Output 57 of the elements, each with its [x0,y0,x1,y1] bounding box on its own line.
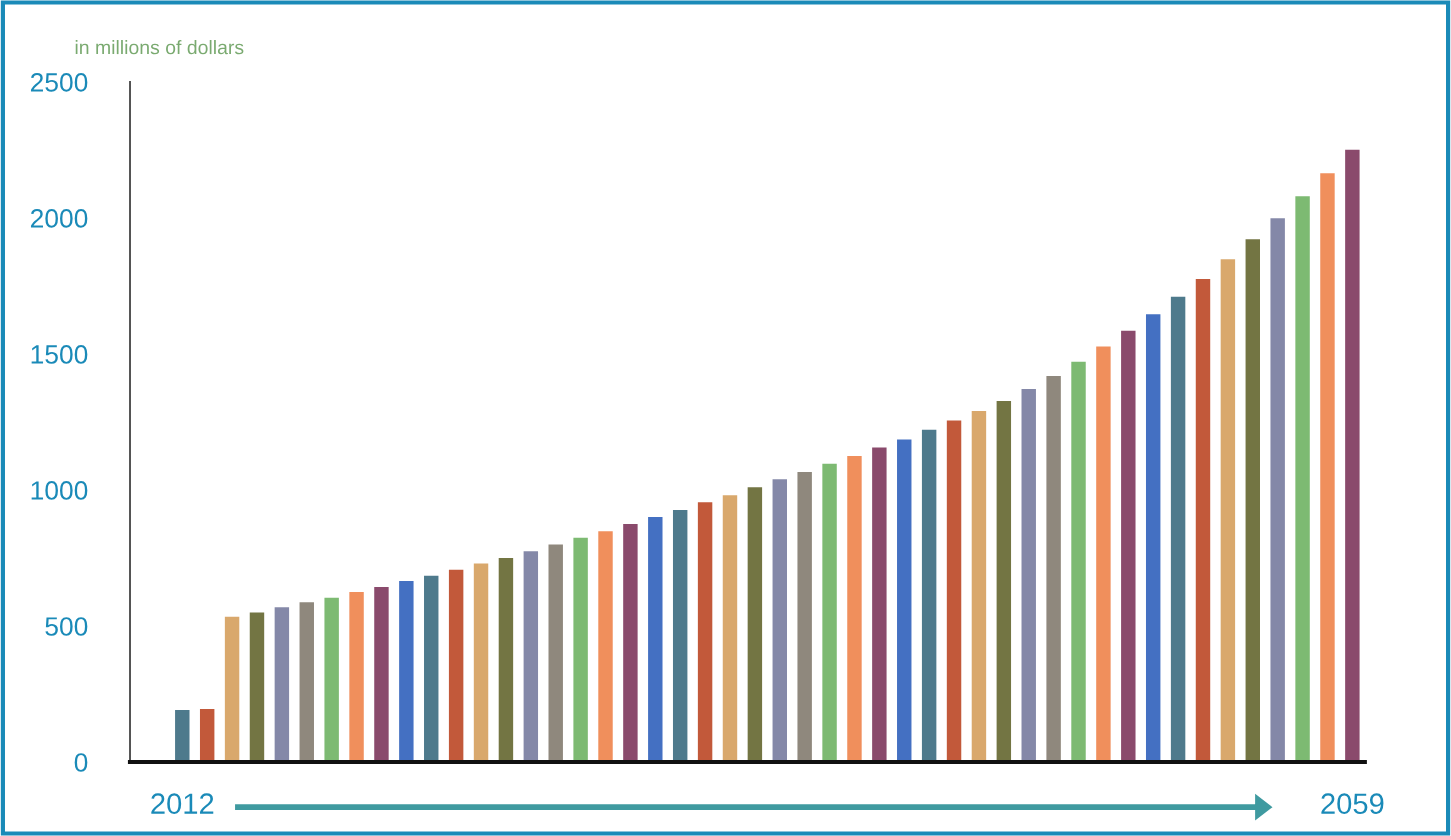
y-tick-label: 2500 [30,73,88,92]
bar [1021,389,1036,763]
bar [847,455,862,763]
bar [299,602,314,763]
bar [1220,259,1236,763]
bar [872,447,887,763]
bar [722,495,738,763]
bar [1170,296,1186,763]
bar [598,531,613,763]
bar [1046,376,1061,763]
bar [648,516,663,763]
bar [224,616,240,763]
bar [548,544,563,763]
bar [797,472,812,763]
bar [1295,196,1310,763]
bar [996,401,1012,763]
y-tick-label: 0 [74,753,88,772]
bar [897,439,912,763]
bar [523,551,539,763]
bar [672,510,688,763]
bar [1345,149,1360,763]
bar [1145,314,1161,763]
bar [1195,278,1211,763]
bar [772,479,787,763]
y-tick-label: 1000 [31,481,88,500]
bar [473,563,489,763]
bar [971,411,987,763]
bar [448,569,464,763]
x-tick-label: 2012 [151,793,214,814]
bar [921,429,937,763]
bar [573,537,588,763]
bar [498,557,514,763]
bar [1121,330,1136,763]
bar [274,607,290,763]
bar [1270,218,1285,763]
bar [946,420,962,763]
bar [822,463,837,763]
bar [1320,173,1335,763]
bar [424,575,439,763]
y-axis-title: in millions of dollars [75,40,244,55]
x-tick-label: 2059 [1321,793,1384,814]
bar [349,591,364,763]
bar [623,523,638,763]
bar [1096,346,1111,763]
bar [1245,239,1260,763]
y-tick-label: 500 [45,617,88,636]
bar [175,710,190,763]
bar [399,581,414,763]
y-tick-label: 1500 [31,345,88,364]
bar [1071,361,1086,763]
bar [374,587,389,763]
bar [747,487,763,763]
y-tick-label: 2000 [30,209,88,228]
bar [324,597,339,763]
bar [249,612,265,763]
bar [697,502,713,763]
bar [199,708,215,763]
